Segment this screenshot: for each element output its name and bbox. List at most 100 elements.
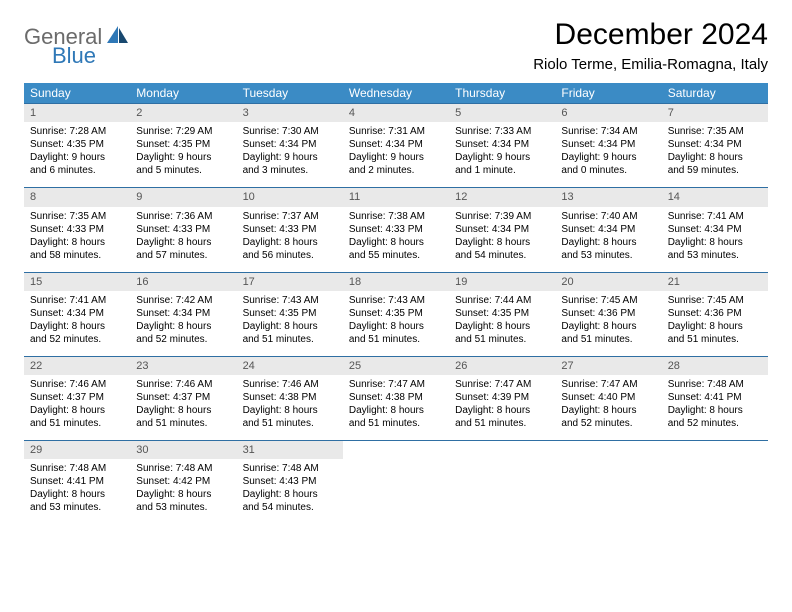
day-number-cell: 29	[24, 441, 130, 460]
day-info-line: Sunset: 4:38 PM	[243, 391, 337, 404]
day-info-cell: Sunrise: 7:34 AMSunset: 4:34 PMDaylight:…	[555, 122, 661, 188]
day-info-line: Sunrise: 7:47 AM	[561, 378, 655, 391]
day-info-line: Sunset: 4:34 PM	[561, 138, 655, 151]
day-info-line: Daylight: 8 hours	[136, 320, 230, 333]
day-info-line: Sunset: 4:34 PM	[455, 223, 549, 236]
day-info-line: Daylight: 8 hours	[243, 320, 337, 333]
day-number-cell: 25	[343, 356, 449, 375]
day-info-line: Sunset: 4:34 PM	[668, 223, 762, 236]
day-info-line: and 53 minutes.	[561, 249, 655, 262]
day-info-cell: Sunrise: 7:48 AMSunset: 4:41 PMDaylight:…	[24, 459, 130, 524]
day-info-line: Sunrise: 7:47 AM	[349, 378, 443, 391]
day-info-line: Daylight: 8 hours	[30, 488, 124, 501]
day-number-cell: 26	[449, 356, 555, 375]
day-info-line: Daylight: 8 hours	[668, 151, 762, 164]
day-info-line: Sunrise: 7:45 AM	[668, 294, 762, 307]
info-row: Sunrise: 7:28 AM Sunset: 4:35 PM Daylight:…	[24, 122, 768, 188]
day-info-line: and 51 minutes.	[561, 333, 655, 346]
day-info-line: and 51 minutes.	[349, 333, 443, 346]
day-info-line: Sunset: 4:33 PM	[30, 223, 124, 236]
day-info-line: Daylight: 8 hours	[349, 320, 443, 333]
day-info-line: Sunset: 4:43 PM	[243, 475, 337, 488]
day-info-line: Daylight: 9 hours	[30, 151, 124, 164]
day-info-cell: Sunrise: 7:47 AMSunset: 4:39 PMDaylight:…	[449, 375, 555, 441]
day-info-line: Daylight: 8 hours	[136, 404, 230, 417]
day-info-line: Sunset: 4:34 PM	[668, 138, 762, 151]
day-number-cell: 2	[130, 104, 236, 123]
info-row: Sunrise: 7:46 AMSunset: 4:37 PMDaylight:…	[24, 375, 768, 441]
day-number-cell: 21	[662, 272, 768, 291]
daynum-row: 1234567	[24, 104, 768, 123]
day-info-line: and 55 minutes.	[349, 249, 443, 262]
logo-text-blue: Blue	[52, 45, 129, 67]
day-info-line: Sunrise: 7:39 AM	[455, 210, 549, 223]
day-info-line: Sunrise: 7:35 AM	[30, 210, 124, 223]
weekday-header: Saturday	[662, 83, 768, 104]
info-row: Sunrise: 7:41 AMSunset: 4:34 PMDaylight:…	[24, 291, 768, 357]
weekday-header: Monday	[130, 83, 236, 104]
day-info-line: Sunset: 4:35 PM	[243, 307, 337, 320]
day-number-cell: 19	[449, 272, 555, 291]
day-info-line: Daylight: 8 hours	[30, 320, 124, 333]
day-info-line: Daylight: 8 hours	[455, 320, 549, 333]
day-number-cell	[343, 441, 449, 460]
title-block: December 2024 Riolo Terme, Emilia-Romagn…	[533, 18, 768, 73]
day-info-line: and 1 minute.	[455, 164, 549, 177]
day-info-line: Sunset: 4:36 PM	[561, 307, 655, 320]
day-info-line: Sunset: 4:35 PM	[136, 138, 230, 151]
day-number-cell	[662, 441, 768, 460]
day-info-line: Sunrise: 7:47 AM	[455, 378, 549, 391]
day-info-cell	[555, 459, 661, 524]
day-info-line: Sunrise: 7:46 AM	[243, 378, 337, 391]
day-number-cell: 14	[662, 188, 768, 207]
weekday-header: Wednesday	[343, 83, 449, 104]
day-info-line: and 51 minutes.	[243, 333, 337, 346]
day-number-cell: 20	[555, 272, 661, 291]
day-info-line: Sunset: 4:41 PM	[668, 391, 762, 404]
day-info-line: Daylight: 8 hours	[136, 488, 230, 501]
day-info-cell: Sunrise: 7:37 AMSunset: 4:33 PMDaylight:…	[237, 207, 343, 273]
logo-sail-icon	[107, 31, 129, 48]
day-number-cell: 6	[555, 104, 661, 123]
day-info-line: and 52 minutes.	[561, 417, 655, 430]
day-info-line: Sunset: 4:34 PM	[30, 307, 124, 320]
day-info-line: Sunrise: 7:43 AM	[349, 294, 443, 307]
day-info-cell: Sunrise: 7:36 AMSunset: 4:33 PMDaylight:…	[130, 207, 236, 273]
day-info-cell: Sunrise: 7:48 AMSunset: 4:41 PMDaylight:…	[662, 375, 768, 441]
day-info-line: Daylight: 8 hours	[561, 320, 655, 333]
info-row: Sunrise: 7:48 AMSunset: 4:41 PMDaylight:…	[24, 459, 768, 524]
day-info-line: Daylight: 9 hours	[561, 151, 655, 164]
weekday-header: Sunday	[24, 83, 130, 104]
day-number-cell: 27	[555, 356, 661, 375]
calendar-table: Sunday Monday Tuesday Wednesday Thursday…	[24, 83, 768, 524]
day-number-cell: 1	[24, 104, 130, 123]
day-info-line: Sunrise: 7:30 AM	[243, 125, 337, 138]
day-info-line: Daylight: 8 hours	[243, 404, 337, 417]
day-info-cell: Sunrise: 7:40 AMSunset: 4:34 PMDaylight:…	[555, 207, 661, 273]
day-info-line: Daylight: 8 hours	[30, 236, 124, 249]
day-info-cell: Sunrise: 7:31 AMSunset: 4:34 PMDaylight:…	[343, 122, 449, 188]
day-info-line: Sunset: 4:37 PM	[136, 391, 230, 404]
day-number-cell: 12	[449, 188, 555, 207]
page-title: December 2024	[533, 18, 768, 52]
day-info-cell: Sunrise: 7:39 AMSunset: 4:34 PMDaylight:…	[449, 207, 555, 273]
day-info-line: Sunset: 4:34 PM	[136, 307, 230, 320]
day-info-line: and 52 minutes.	[136, 333, 230, 346]
day-info-line: Sunrise: 7:37 AM	[243, 210, 337, 223]
day-info-line: and 3 minutes.	[243, 164, 337, 177]
day-number-cell: 17	[237, 272, 343, 291]
day-number-cell: 22	[24, 356, 130, 375]
day-info-line: Sunrise: 7:46 AM	[30, 378, 124, 391]
day-info-line: Sunrise: 7:28 AM	[30, 125, 124, 138]
day-number-cell: 8	[24, 188, 130, 207]
day-info-line: and 58 minutes.	[30, 249, 124, 262]
day-info-line: and 5 minutes.	[136, 164, 230, 177]
day-info-line: Daylight: 8 hours	[349, 404, 443, 417]
day-info-line: Sunset: 4:33 PM	[136, 223, 230, 236]
day-number-cell: 13	[555, 188, 661, 207]
day-info-line: Daylight: 8 hours	[243, 236, 337, 249]
day-info-line: and 52 minutes.	[30, 333, 124, 346]
day-info-cell	[449, 459, 555, 524]
weekday-header: Friday	[555, 83, 661, 104]
day-info-cell	[343, 459, 449, 524]
